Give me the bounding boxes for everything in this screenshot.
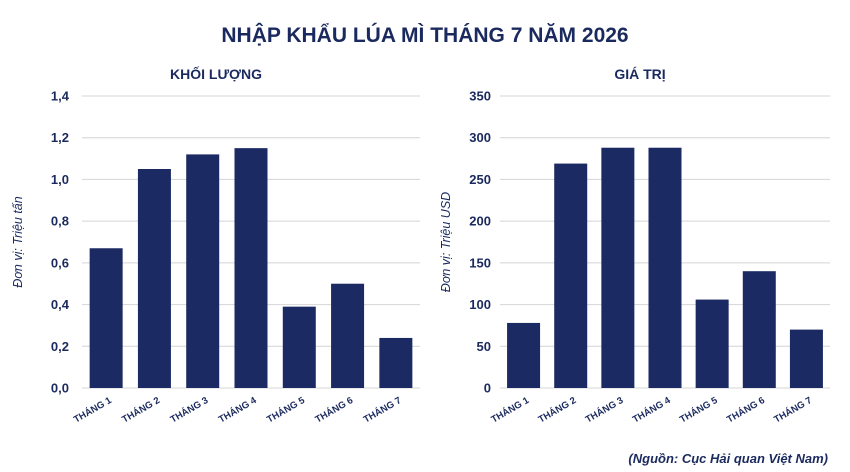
bar [331,283,365,388]
x-tick-label: THÁNG 5 [678,395,720,426]
x-tick-label: THÁNG 4 [631,395,673,426]
bar [695,299,729,388]
source-note: (Nguồn: Cục Hải quan Việt Nam) [628,451,828,466]
bar [379,337,413,388]
chart-title: GIÁ TRỊ [614,66,665,82]
x-tick-label: THÁNG 3 [584,395,626,425]
chart-title: KHỐI LƯỢNG [170,65,262,82]
x-tick-label: THÁNG 1 [489,395,531,426]
x-tick-label: THÁNG 2 [537,395,579,425]
page-title: NHẬP KHẨU LÚA MÌ THÁNG 7 NĂM 2026 [221,24,629,47]
y-tick-label: 1,0 [51,172,69,187]
bar [282,306,316,388]
y-tick-label: 0,8 [51,214,69,229]
bar [554,163,588,388]
y-tick-label: 100 [469,297,491,312]
y-tick-label: 150 [469,255,491,270]
bar [89,248,123,388]
bar [648,147,682,388]
y-tick-label: 1,2 [51,130,69,145]
y-tick-label: 200 [469,214,491,229]
bar [507,322,541,388]
x-tick-label: THÁNG 7 [772,395,814,425]
y-axis-label: Đơn vị: Triệu tấn [11,196,25,287]
y-tick-label: 0,0 [51,381,69,396]
y-tick-label: 50 [477,339,491,354]
x-tick-label: THÁNG 6 [725,395,767,425]
y-tick-label: 0 [484,381,491,396]
y-axis-label: Đơn vị: Triệu USD [439,192,453,292]
y-tick-label: 1,4 [51,89,70,104]
y-tick-label: 0,4 [51,297,70,312]
y-tick-label: 0,2 [51,339,69,354]
bar [186,154,220,388]
y-tick-label: 300 [469,130,491,145]
bar [234,148,268,388]
y-tick-label: 0,6 [51,255,69,270]
bar [789,329,823,388]
y-tick-label: 350 [469,89,491,104]
bar [601,147,635,388]
y-tick-label: 250 [469,172,491,187]
bar [742,271,776,388]
bar [137,169,171,388]
